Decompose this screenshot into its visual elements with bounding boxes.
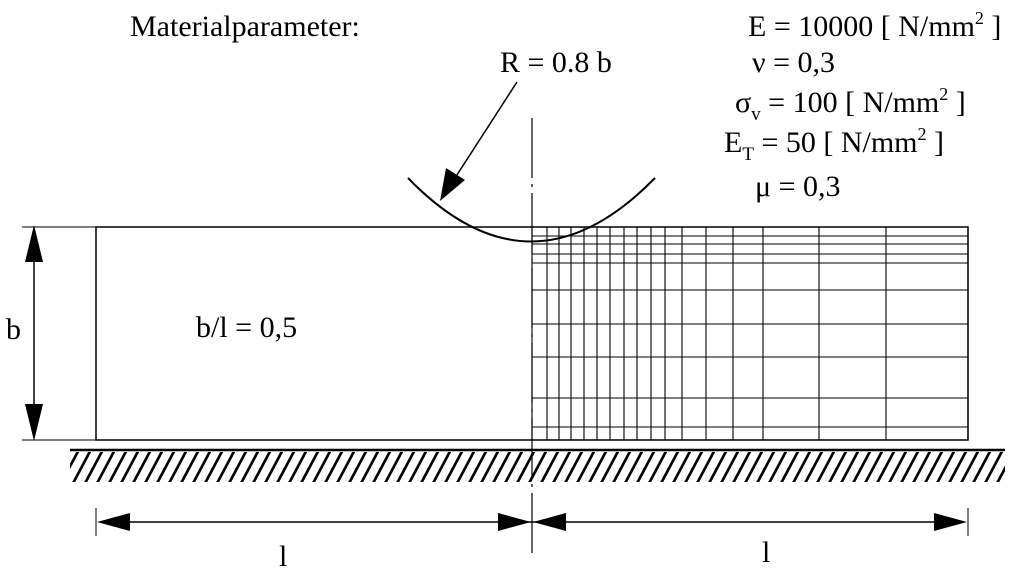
material-parameter-title: Materialparameter:	[130, 10, 360, 43]
length-left-label: l	[279, 540, 287, 571]
height-arrow-top	[25, 225, 43, 262]
param-youngs-modulus: E = 10000 [ N/mm2 ]	[748, 8, 1001, 43]
length-arrow-left-inner	[498, 513, 531, 531]
param-poisson-ratio: ν = 0,3	[752, 46, 835, 79]
ground-hatching	[70, 452, 1005, 482]
length-arrow-left-outer	[97, 513, 130, 531]
length-right-label: l	[762, 536, 770, 569]
radius-leader-line	[454, 81, 518, 179]
indenter-arc	[407, 177, 656, 243]
fe-mesh	[531, 226, 969, 441]
param-tangent-modulus: ET = 50 [ N/mm2 ]	[724, 124, 944, 165]
parameter-list: E = 10000 [ N/mm2 ] ν = 0,3 σv = 100 [ N…	[724, 8, 1001, 203]
length-arrow-right-outer	[934, 513, 967, 531]
param-friction-coefficient: μ = 0,3	[755, 170, 841, 203]
length-arrow-right-inner	[533, 513, 566, 531]
param-yield-stress: σv = 100 [ N/mm2 ]	[735, 84, 966, 125]
radius-arrowhead	[440, 168, 465, 201]
radius-label: R = 0.8 b	[500, 46, 612, 79]
height-label: b	[6, 313, 21, 346]
ratio-label: b/l = 0,5	[196, 311, 297, 344]
height-arrow-bottom	[25, 404, 43, 441]
